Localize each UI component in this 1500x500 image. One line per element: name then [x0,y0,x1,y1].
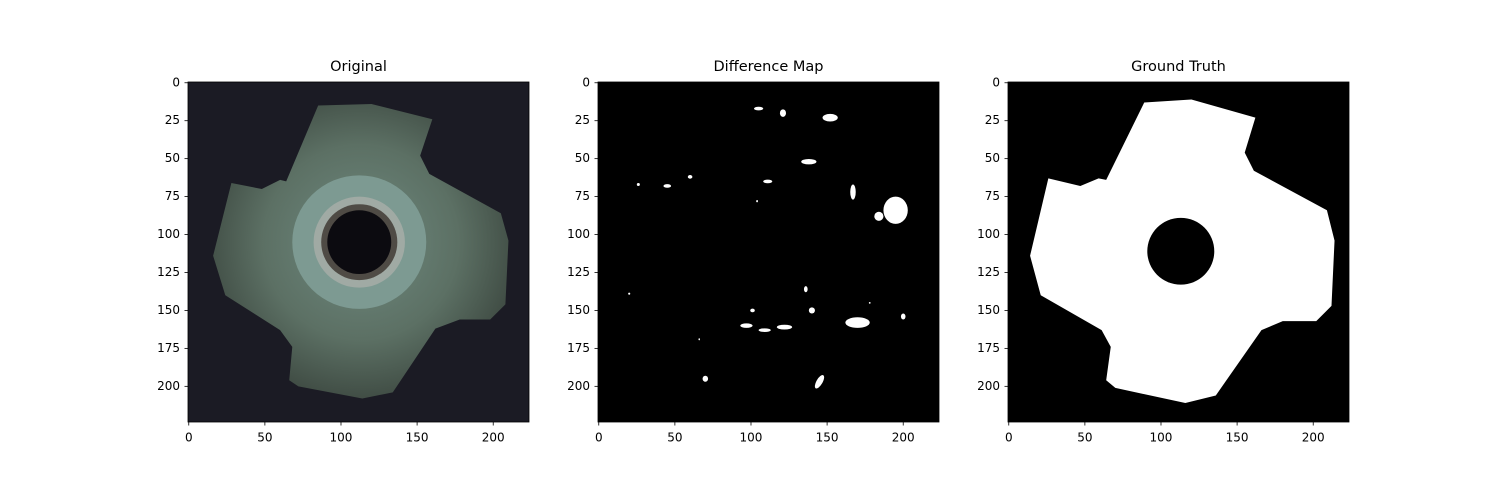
y-tick-label: 175 [567,341,590,355]
y-tick-label: 75 [165,189,180,203]
y-tick-label: 50 [575,151,590,165]
axes-frame [187,81,530,423]
y-tick-label: 25 [575,113,590,127]
x-tick-label: 50 [1077,431,1092,445]
y-tick-label: 100 [977,227,1000,241]
x-tick-label: 0 [1005,431,1013,445]
x-tick-label: 100 [1150,431,1173,445]
y-tick-label: 175 [977,341,1000,355]
panel-title: Ground Truth [1131,59,1226,75]
y-tick-label: 175 [157,341,180,355]
y-tick-label: 100 [157,227,180,241]
x-tick-label: 0 [595,431,603,445]
y-tick-label: 125 [567,265,590,279]
axes-frame [1007,81,1350,423]
y-tick-label: 200 [567,379,590,393]
x-tick-label: 50 [667,431,682,445]
ground-truth-image [1008,82,1349,422]
y-tick-label: 0 [582,75,590,89]
panel-title: Difference Map [714,59,824,75]
background [598,82,939,422]
y-tick-label: 125 [977,265,1000,279]
y-tick-label: 50 [985,151,1000,165]
x-tick-label: 200 [892,431,915,445]
y-tick-label: 150 [157,303,180,317]
y-tick-label: 200 [977,379,1000,393]
y-tick-label: 125 [157,265,180,279]
y-tick-label: 25 [165,113,180,127]
y-tick-label: 150 [977,303,1000,317]
nut-hole [327,210,392,275]
x-tick-label: 200 [1302,431,1325,445]
x-tick-label: 50 [257,431,272,445]
x-tick-label: 100 [740,431,763,445]
y-tick-label: 0 [992,75,1000,89]
difference-image [598,82,939,422]
x-tick-label: 150 [406,431,429,445]
y-tick-label: 0 [172,75,180,89]
x-tick-label: 0 [185,431,193,445]
mask-hole [1147,217,1215,285]
y-tick-label: 75 [575,189,590,203]
y-tick-label: 200 [157,379,180,393]
x-tick-label: 150 [1226,431,1249,445]
y-tick-label: 150 [567,303,590,317]
axes-frame [597,81,940,423]
y-tick-label: 25 [985,113,1000,127]
difference-blobs [628,106,908,389]
y-tick-label: 75 [985,189,1000,203]
panel-title: Original [330,59,387,75]
x-tick-label: 200 [482,431,505,445]
original-image [188,82,529,422]
y-tick-label: 100 [567,227,590,241]
x-tick-label: 100 [330,431,353,445]
y-tick-label: 50 [165,151,180,165]
x-tick-label: 150 [816,431,839,445]
